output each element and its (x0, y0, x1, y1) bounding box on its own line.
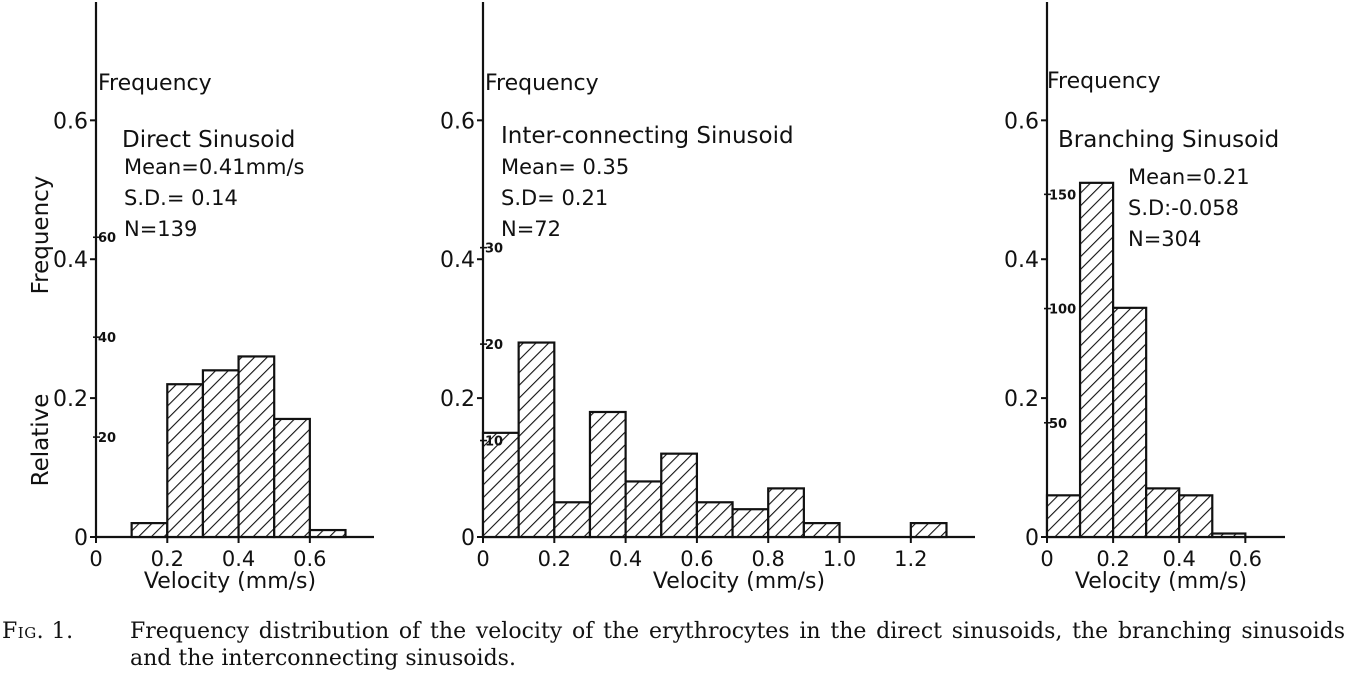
histogram-bar (1112, 306, 1148, 539)
histogram-bar (695, 501, 734, 539)
chart-panel-2: 0 0.2 0.4 0.6 0.8 1.0 1.2 0 0.2 0.4 0.6 10 20 30 Frequ… (440, 2, 975, 594)
y-tick-label: 0.6 (53, 109, 88, 134)
x-tick-label: 0.8 (752, 547, 785, 571)
histogram-bar (1045, 494, 1082, 539)
histogram-bar (624, 480, 663, 539)
count-tick-label: 50 (1049, 417, 1067, 432)
histogram-bar (166, 383, 205, 539)
panel-stat: S.D:-0.058 (1128, 196, 1239, 220)
histogram-bar (731, 508, 770, 539)
histogram-bar (1145, 487, 1181, 539)
histogram-bar (909, 522, 948, 539)
x-tick-label: 0.2 (1096, 547, 1129, 571)
panel-stat: Mean=0.21 (1128, 165, 1250, 189)
y-tick-label: 0 (74, 526, 88, 551)
count-tick-label: 60 (98, 231, 116, 246)
caption-label: Fig. 1. (2, 619, 74, 644)
panel-stat: N=72 (501, 217, 561, 241)
side-label-frequency: Frequency (28, 176, 54, 295)
panel-stat: S.D.= 0.14 (124, 186, 238, 210)
x-tick-label: 0.2 (538, 547, 571, 571)
caption-text: Frequency distribution of the velocity o… (130, 619, 1345, 671)
x-axis-title: Velocity (mm/s) (144, 569, 316, 594)
histogram-bar (130, 522, 169, 539)
histogram-bar (660, 452, 699, 539)
x-tick-label: 0.2 (151, 547, 184, 571)
x-tick-label: 0.6 (680, 547, 713, 571)
panel-title: Direct Sinusoid (122, 127, 295, 153)
y-tick-label: 0.4 (1004, 248, 1039, 273)
histogram-bar (588, 410, 627, 539)
y-tick-label: 0.6 (1004, 109, 1039, 134)
panel-title: Inter-connecting Sinusoid (501, 123, 794, 149)
x-tick-label: 0 (89, 547, 102, 571)
count-tick-label: 40 (98, 331, 116, 346)
y-tick-label: 0.4 (440, 248, 475, 273)
x-tick-label: 1.2 (894, 547, 927, 571)
side-label-relative: Relative (28, 394, 54, 487)
histogram-bar (1078, 181, 1115, 539)
x-tick-label: 0.4 (1163, 547, 1196, 571)
y-tick-label: 0.2 (53, 387, 88, 412)
panel-stat: N=304 (1128, 227, 1201, 251)
count-tick-label: 20 (98, 431, 116, 446)
x-axis-title: Velocity (mm/s) (1075, 569, 1247, 594)
count-tick-label: 10 (485, 435, 503, 450)
figure-panels: 0 0.2 0.4 0.6 0 0.2 0.4 0.6 20 40 60 Frequency Veloc… (28, 2, 1285, 594)
count-tick-label: 150 (1049, 188, 1076, 203)
x-axis-title: Velocity (mm/s) (653, 569, 825, 594)
histogram-bar (273, 417, 311, 539)
histogram-bar (308, 528, 347, 539)
y-tick-label: 0.6 (440, 109, 475, 134)
histogram-bar (1211, 532, 1247, 539)
histogram-bar (237, 355, 276, 539)
y-tick-label: 0 (1025, 526, 1039, 551)
y-tick-label: 0 (461, 526, 475, 551)
panel-stat: S.D= 0.21 (501, 186, 608, 210)
y-tick-label: 0.2 (1004, 387, 1039, 412)
panel-stat: N=139 (124, 217, 197, 241)
count-tick-label: 100 (1049, 303, 1076, 318)
x-tick-label: 0.4 (222, 547, 255, 571)
chart-panel-1: 0 0.2 0.4 0.6 0 0.2 0.4 0.6 20 40 60 Frequency Veloc… (28, 2, 374, 594)
x-tick-label: 0.4 (609, 547, 642, 571)
x-tick-label: 0 (1040, 547, 1053, 571)
histogram-bar (201, 369, 240, 539)
y-axis-title: Frequency (98, 71, 212, 96)
panel-title: Branching Sinusoid (1058, 127, 1279, 153)
panel-stat: Mean= 0.35 (501, 155, 629, 179)
histogram-bar (1178, 494, 1214, 539)
y-axis-title: Frequency (1047, 69, 1161, 94)
histogram-bar (767, 487, 805, 539)
histogram-bar (802, 522, 841, 539)
panel-stat: Mean=0.41mm/s (124, 155, 305, 179)
chart-panel-3: 0 0.2 0.4 0.6 0 0.2 0.4 0.6 50 100 150 Frequency Vel… (1004, 2, 1285, 594)
histogram-bar (553, 501, 592, 539)
count-tick-label: 30 (485, 242, 503, 257)
histogram-bar (517, 341, 556, 539)
y-tick-label: 0.4 (53, 248, 88, 273)
x-tick-label: 0 (476, 547, 489, 571)
count-tick-label: 20 (485, 338, 503, 353)
histogram-bar (481, 431, 520, 539)
x-tick-label: 0.6 (1229, 547, 1262, 571)
x-tick-label: 0.6 (293, 547, 326, 571)
x-tick-label: 1.0 (823, 547, 856, 571)
y-tick-label: 0.2 (440, 387, 475, 412)
y-axis-title: Frequency (485, 71, 599, 96)
